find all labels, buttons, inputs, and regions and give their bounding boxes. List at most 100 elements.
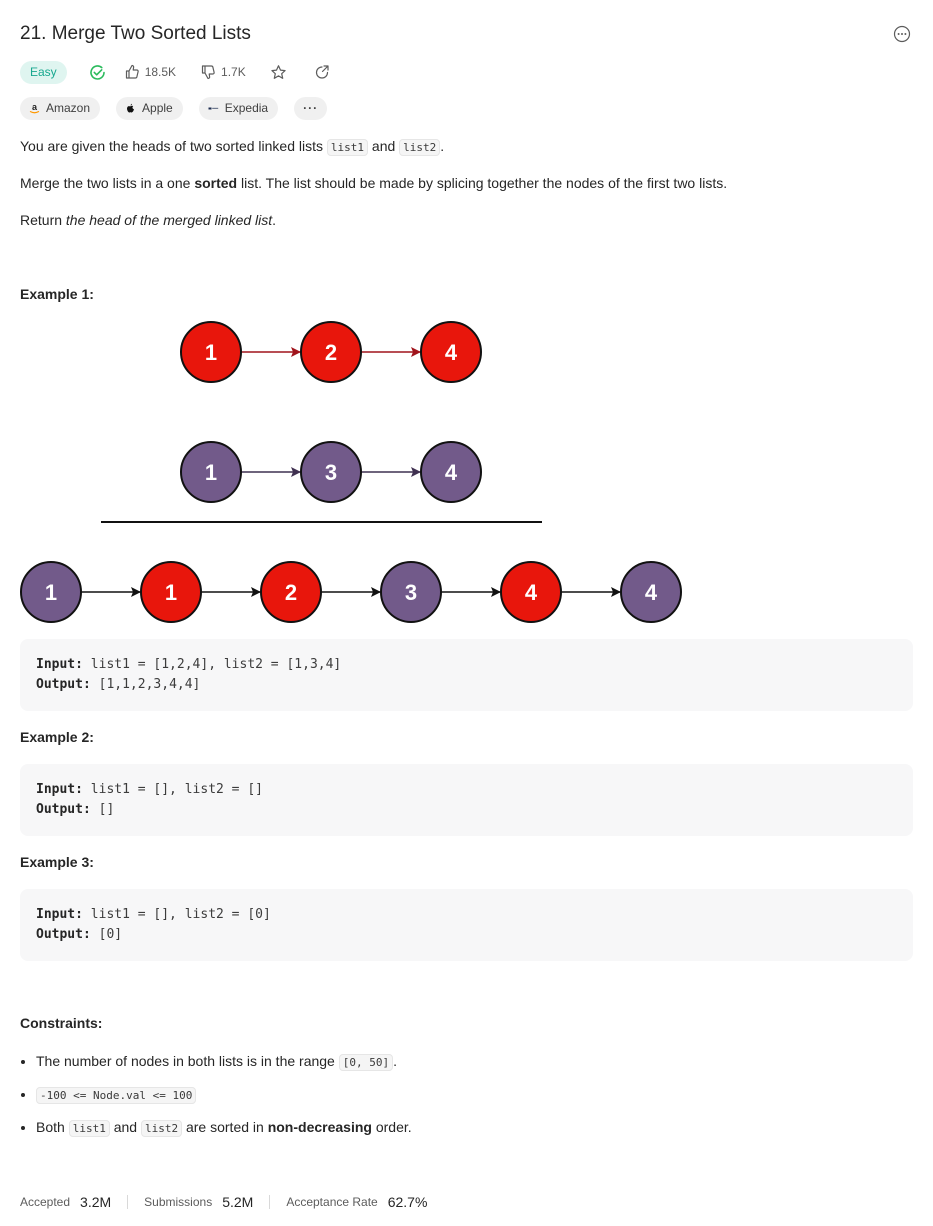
list1-node: 2: [300, 321, 362, 383]
description-paragraph-2: Merge the two lists in a one sorted list…: [20, 173, 727, 193]
example-1-title: Example 1:: [20, 286, 94, 302]
merged-node: 3: [380, 561, 442, 623]
stats-divider: [127, 1195, 129, 1209]
text: .: [393, 1053, 397, 1069]
output-label: Output:: [36, 677, 91, 692]
text: list. The list should be made by splicin…: [237, 175, 728, 191]
text: and: [109, 1119, 141, 1135]
example-input-line: Input: list1 = [1,2,4], list2 = [1,3,4]: [36, 655, 897, 675]
inline-code: list1: [68, 1120, 110, 1137]
thumbs-up-icon: [125, 64, 139, 79]
list2-node: 4: [420, 441, 482, 503]
node-value: 4: [525, 580, 538, 605]
inline-code: list2: [140, 1120, 183, 1137]
tag-label: Apple: [142, 101, 173, 115]
share-icon: [315, 65, 329, 79]
text: Both: [36, 1119, 69, 1135]
description-paragraph-3: Return the head of the merged linked lis…: [20, 210, 276, 230]
tag-amazon[interactable]: a Amazon: [20, 96, 101, 120]
favorite-button[interactable]: [270, 64, 292, 81]
more-tags-button[interactable]: ···: [294, 96, 328, 120]
thumbs-down-icon: [201, 65, 215, 80]
example-2-code: Input: list1 = [], list2 = [] Output: []: [20, 764, 913, 836]
merged-node: 1: [20, 561, 82, 623]
constraints-title: Constraints:: [20, 1015, 103, 1031]
output-label: Output:: [36, 927, 91, 942]
text: Return: [20, 212, 66, 228]
list1-node: 1: [180, 321, 242, 383]
like-count: 18.5K: [144, 65, 177, 79]
node-value: 3: [405, 580, 417, 605]
acceptance-rate-label: Acceptance Rate: [286, 1195, 378, 1209]
node-value: 1: [165, 580, 177, 605]
text: You are given the heads of two sorted li…: [20, 138, 327, 154]
acceptance-rate-value: 62.7%: [387, 1194, 428, 1210]
example-input-line: Input: list1 = [], list2 = [0]: [36, 905, 897, 925]
node-value: 1: [205, 340, 217, 365]
bold-text: non-decreasing: [267, 1119, 372, 1135]
accepted-value: 3.2M: [80, 1194, 112, 1210]
node-value: 4: [645, 580, 658, 605]
example-3-code: Input: list1 = [], list2 = [0] Output: […: [20, 889, 913, 961]
input-label: Input:: [36, 782, 83, 797]
inline-code: [0, 50]: [338, 1054, 394, 1071]
merged-node: 2: [260, 561, 322, 623]
text: The number of nodes in both lists is in …: [36, 1053, 339, 1069]
output-label: Output:: [36, 802, 91, 817]
node-value: 2: [285, 580, 297, 605]
merged-node: 1: [140, 561, 202, 623]
tag-label: Expedia: [224, 101, 269, 115]
dislike-button[interactable]: 1.7K: [200, 64, 246, 80]
text: and: [368, 138, 400, 154]
example-output-line: Output: []: [36, 800, 897, 820]
inline-code-list2: list2: [399, 139, 441, 156]
list2-node: 1: [180, 441, 242, 503]
text: .: [440, 138, 445, 154]
example-output-line: Output: [1,1,2,3,4,4]: [36, 675, 897, 695]
title-row: 21. Merge Two Sorted Lists: [20, 22, 913, 48]
problem-meta-row: Easy 18.5K 1.7K: [20, 60, 335, 84]
tag-label: Amazon: [46, 101, 91, 115]
text: are sorted in: [182, 1119, 268, 1135]
list1-node: 4: [420, 321, 482, 383]
text: .: [272, 212, 277, 228]
apple-logo-icon: [127, 103, 135, 112]
inline-code: -100 <= Node.val <= 100: [36, 1087, 197, 1104]
example-input-line: Input: list1 = [], list2 = []: [36, 780, 897, 800]
example-1-code: Input: list1 = [1,2,4], list2 = [1,3,4] …: [20, 639, 913, 711]
italic-text: the head of the merged linked list: [65, 212, 273, 228]
input-value: list1 = [], list2 = []: [82, 782, 263, 797]
output-value: []: [90, 802, 115, 817]
input-label: Input:: [36, 907, 83, 922]
amazon-logo-icon: a: [29, 103, 40, 113]
problem-title[interactable]: 21. Merge Two Sorted Lists: [20, 23, 251, 44]
node-value: 1: [45, 580, 57, 605]
share-button[interactable]: [314, 64, 335, 80]
tag-apple[interactable]: Apple: [116, 96, 183, 120]
svg-text:a: a: [32, 103, 38, 112]
node-value: 2: [325, 340, 337, 365]
tag-expedia[interactable]: Expedia: [198, 96, 279, 120]
constraint-item: The number of nodes in both lists is in …: [36, 1048, 412, 1081]
bold-text: sorted: [194, 175, 238, 191]
submissions-value: 5.2M: [222, 1194, 254, 1210]
like-button[interactable]: 18.5K: [124, 64, 176, 80]
submission-stats: Accepted 3.2M Submissions 5.2M Acceptanc…: [20, 1192, 427, 1212]
star-icon: [271, 64, 286, 79]
example-2-title: Example 2:: [20, 729, 94, 745]
stats-divider: [269, 1195, 271, 1209]
merged-node: 4: [620, 561, 682, 623]
example-1-diagram: 1 2 4 1 3 4 1 1 2 3 4 4: [20, 321, 682, 623]
text: order.: [371, 1119, 412, 1135]
constraint-item: -100 <= Node.val <= 100: [36, 1081, 412, 1114]
constraints-list: The number of nodes in both lists is in …: [20, 1048, 412, 1147]
accepted-label: Accepted: [20, 1195, 71, 1209]
input-value: list1 = [], list2 = [0]: [82, 907, 271, 922]
output-value: [0]: [90, 927, 123, 942]
node-value: 4: [445, 460, 458, 485]
output-value: [1,1,2,3,4,4]: [90, 677, 201, 692]
description-paragraph-1: You are given the heads of two sorted li…: [20, 136, 444, 158]
more-options-icon[interactable]: [893, 25, 911, 43]
inline-code-list1: list1: [326, 139, 369, 156]
